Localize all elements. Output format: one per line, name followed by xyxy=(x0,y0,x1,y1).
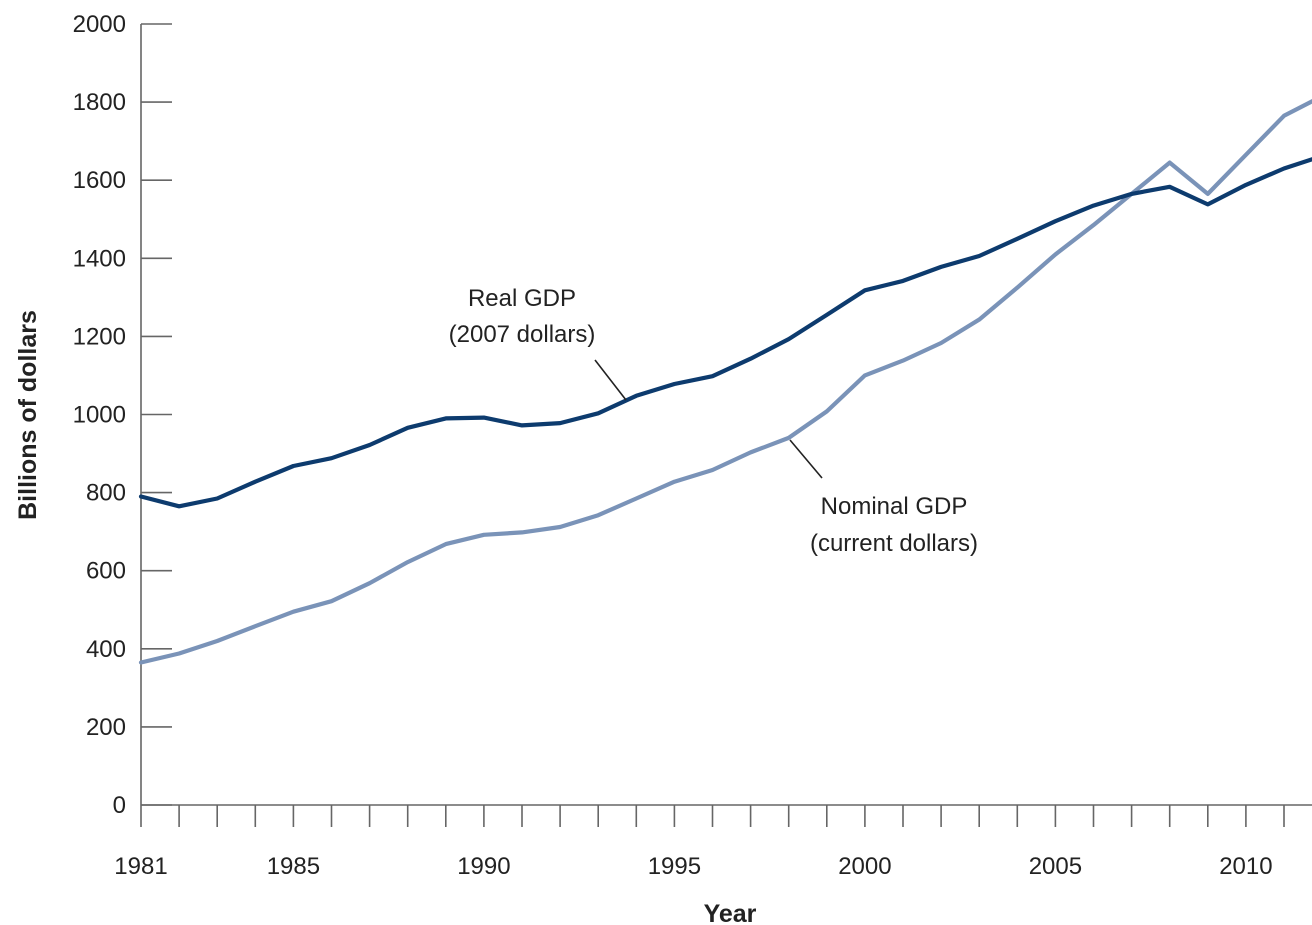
y-tick-label: 1400 xyxy=(73,245,126,272)
annotation-layer: Real GDP (2007 dollars) Nominal GDP (curren… xyxy=(449,285,978,557)
y-tick-label: 1600 xyxy=(73,167,126,194)
nominal-gdp-label: Nominal GDP xyxy=(821,493,968,520)
y-tick-label: 0 xyxy=(113,792,126,819)
y-tick-label: 600 xyxy=(86,558,126,585)
x-tick-label: 1990 xyxy=(457,853,510,880)
y-tick-label: 2000 xyxy=(73,11,126,38)
x-tick-label: 2010 xyxy=(1219,853,1272,880)
real-gdp-label: Real GDP xyxy=(468,285,576,312)
x-tick-label: 2005 xyxy=(1029,853,1082,880)
real-gdp-line xyxy=(138,157,1312,509)
y-axis-title: Billions of dollars xyxy=(14,310,42,520)
y-tick-label: 1800 xyxy=(73,89,126,116)
axes-layer: 0 200 400 600 800 1000 1200 1400 1600 1800 2000 198… xyxy=(73,11,1312,880)
real-gdp-leader-line xyxy=(594,359,627,401)
nominal-gdp-sublabel: (current dollars) xyxy=(810,530,978,557)
series-layer xyxy=(138,99,1312,665)
nominal-gdp-line xyxy=(138,99,1312,665)
y-tick-label: 1200 xyxy=(73,323,126,350)
y-tick-label: 800 xyxy=(86,480,126,507)
x-tick-label: 1981 xyxy=(114,853,167,880)
y-tick-label: 1000 xyxy=(73,402,126,429)
x-axis-title: Year xyxy=(704,900,757,925)
x-tick-label: 2000 xyxy=(838,853,891,880)
y-tick-label: 200 xyxy=(86,714,126,741)
y-tick-label: 400 xyxy=(86,636,126,663)
nominal-gdp-leader-line xyxy=(789,439,823,479)
real-gdp-sublabel: (2007 dollars) xyxy=(449,321,596,348)
x-tick-label: 1995 xyxy=(648,853,701,880)
x-tick-label: 1985 xyxy=(267,853,320,880)
